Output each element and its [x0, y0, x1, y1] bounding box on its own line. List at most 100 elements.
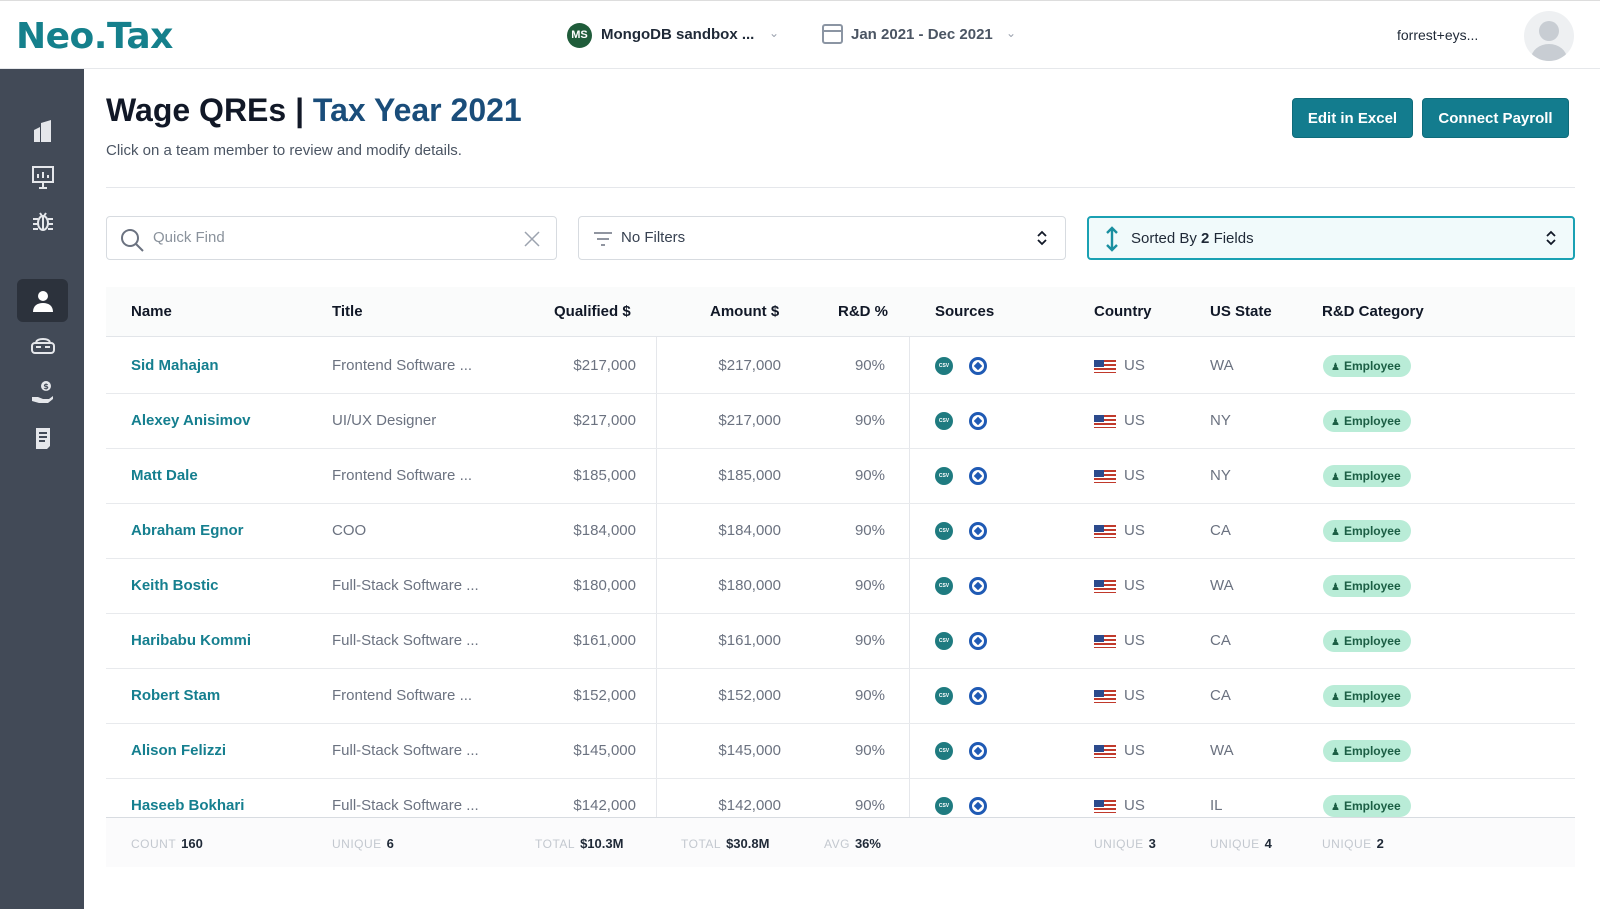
rd-category-chip[interactable]: ♟ Employee [1323, 740, 1411, 762]
clear-icon[interactable] [523, 230, 541, 248]
sidebar-item-supplies[interactable]: $ [17, 370, 68, 413]
country: US [1124, 797, 1145, 814]
csv-source-icon[interactable]: CSV [935, 522, 953, 540]
sidebar-item-projects[interactable] [17, 155, 68, 198]
country: US [1124, 632, 1145, 649]
csv-source-icon[interactable]: CSV [935, 357, 953, 375]
workspace-selector[interactable]: MongoDB sandbox ... [601, 26, 755, 43]
sort-dropdown[interactable]: Sorted By 2 Fields [1087, 216, 1575, 260]
column-name[interactable]: Name [131, 303, 172, 320]
integration-source-icon[interactable] [969, 522, 987, 540]
column-qualified[interactable]: Qualified $ [554, 303, 631, 320]
csv-source-icon[interactable]: CSV [935, 577, 953, 595]
employee-name-link[interactable]: Keith Bostic [131, 577, 219, 594]
job-title: Frontend Software ... [332, 357, 473, 374]
user-avatar[interactable] [1524, 11, 1574, 61]
person-icon: ♟ [1331, 747, 1340, 758]
table-row[interactable]: Robert Stam Frontend Software ... $152,000… [106, 668, 1575, 724]
page-title-year: Tax Year 2021 [312, 92, 522, 128]
rd-category-chip[interactable]: ♟ Employee [1323, 355, 1411, 377]
workspace-avatar[interactable]: MS [567, 23, 592, 48]
integration-source-icon[interactable] [969, 467, 987, 485]
chevron-down-icon[interactable]: ⌄ [1006, 26, 1017, 40]
table-row[interactable]: Abraham Egnor COO $184,000 $184,000 90% CSV US… [106, 503, 1575, 559]
user-name[interactable]: forrest+eys... [1397, 27, 1479, 43]
rd-percent: 90% [854, 522, 885, 539]
us-flag-icon [1094, 525, 1116, 538]
csv-source-icon[interactable]: CSV [935, 687, 953, 705]
sidebar-item-reports[interactable] [17, 416, 68, 459]
rd-category-chip[interactable]: ♟ Employee [1323, 465, 1411, 487]
country: US [1124, 687, 1145, 704]
calendar-icon[interactable] [822, 24, 843, 44]
integration-source-icon[interactable] [969, 687, 987, 705]
employee-name-link[interactable]: Robert Stam [131, 687, 221, 704]
neotax-logo[interactable]: Neo.Tax [16, 16, 173, 57]
csv-source-icon[interactable]: CSV [935, 797, 953, 815]
chevron-down-icon[interactable]: ⌄ [769, 26, 780, 40]
page-subtitle: Click on a team member to review and mod… [106, 142, 462, 159]
integration-source-icon[interactable] [969, 742, 987, 760]
column-title[interactable]: Title [332, 303, 363, 320]
money-hand-icon: $ [31, 380, 53, 403]
employee-name-link[interactable]: Haribabu Kommi [131, 632, 252, 649]
sidebar-item-company[interactable] [17, 109, 68, 152]
integration-source-icon[interactable] [969, 412, 987, 430]
integration-source-icon[interactable] [969, 632, 987, 650]
search-icon [121, 229, 144, 252]
wage-amount: $142,000 [718, 797, 781, 814]
edit-in-excel-button[interactable]: Edit in Excel [1292, 98, 1413, 138]
employee-name-link[interactable]: Alison Felizzi [131, 742, 227, 759]
rd-category-chip[interactable]: ♟ Employee [1323, 685, 1411, 707]
csv-source-icon[interactable]: CSV [935, 467, 953, 485]
table-row[interactable]: Haribabu Kommi Full-Stack Software ... $16… [106, 613, 1575, 669]
column-rd-percent[interactable]: R&D % [838, 303, 889, 320]
csv-source-icon[interactable]: CSV [935, 632, 953, 650]
bug-icon [32, 211, 53, 231]
job-title: Frontend Software ... [332, 687, 473, 704]
employee-name-link[interactable]: Abraham Egnor [131, 522, 244, 539]
filters-dropdown[interactable]: No Filters [578, 216, 1066, 260]
employee-name-link[interactable]: Haseeb Bokhari [131, 797, 245, 814]
table-row[interactable]: Alexey Anisimov UI/UX Designer $217,000 $21… [106, 393, 1575, 449]
column-rd-category[interactable]: R&D Category [1322, 303, 1424, 320]
wage-qre-table: Name Title Qualified $ Amount $ R&D % So… [106, 287, 1575, 881]
column-amount[interactable]: Amount $ [710, 303, 780, 320]
rd-category-chip[interactable]: ♟ Employee [1323, 575, 1411, 597]
csv-source-icon[interactable]: CSV [935, 742, 953, 760]
integration-source-icon[interactable] [969, 357, 987, 375]
column-us-state[interactable]: US State [1210, 303, 1272, 320]
integration-source-icon[interactable] [969, 577, 987, 595]
sidebar-item-activities[interactable] [17, 200, 68, 243]
table-row[interactable]: Keith Bostic Full-Stack Software ... $180,… [106, 558, 1575, 614]
table-row[interactable]: Sid Mahajan Frontend Software ... $217,000… [106, 338, 1575, 394]
sidebar-item-contractors[interactable] [17, 325, 68, 368]
sidebar-item-people[interactable] [17, 279, 68, 322]
column-sources[interactable]: Sources [935, 303, 995, 320]
sort-arrows-icon [1037, 230, 1047, 246]
rd-category-chip[interactable]: ♟ Employee [1323, 795, 1411, 817]
wage-amount: $145,000 [718, 742, 781, 759]
table-row[interactable]: Matt Dale Frontend Software ... $185,000 $1… [106, 448, 1575, 504]
column-country[interactable]: Country [1094, 303, 1152, 320]
us-flag-icon [1094, 690, 1116, 703]
qualified-amount: $145,000 [573, 742, 636, 759]
csv-source-icon[interactable]: CSV [935, 412, 953, 430]
us-state: NY [1210, 467, 1231, 484]
employee-name-link[interactable]: Sid Mahajan [131, 357, 219, 374]
integration-source-icon[interactable] [969, 797, 987, 815]
connect-payroll-button[interactable]: Connect Payroll [1422, 98, 1569, 138]
wage-amount: $184,000 [718, 522, 781, 539]
top-bar: Neo.Tax MS MongoDB sandbox ... ⌄ Jan 202… [0, 0, 1600, 69]
date-range-selector[interactable]: Jan 2021 - Dec 2021 [851, 26, 993, 43]
job-title: COO [332, 522, 367, 539]
rd-percent: 90% [854, 412, 885, 429]
rd-category-chip[interactable]: ♟ Employee [1323, 410, 1411, 432]
employee-name-link[interactable]: Matt Dale [131, 467, 198, 484]
employee-name-link[interactable]: Alexey Anisimov [131, 412, 251, 429]
sidebar: $ [0, 69, 84, 909]
rd-category-chip[interactable]: ♟ Employee [1323, 630, 1411, 652]
rd-category-chip[interactable]: ♟ Employee [1323, 520, 1411, 542]
table-row[interactable]: Alison Felizzi Full-Stack Software ... $14… [106, 723, 1575, 779]
quick-find-input[interactable]: Quick Find [106, 216, 557, 260]
